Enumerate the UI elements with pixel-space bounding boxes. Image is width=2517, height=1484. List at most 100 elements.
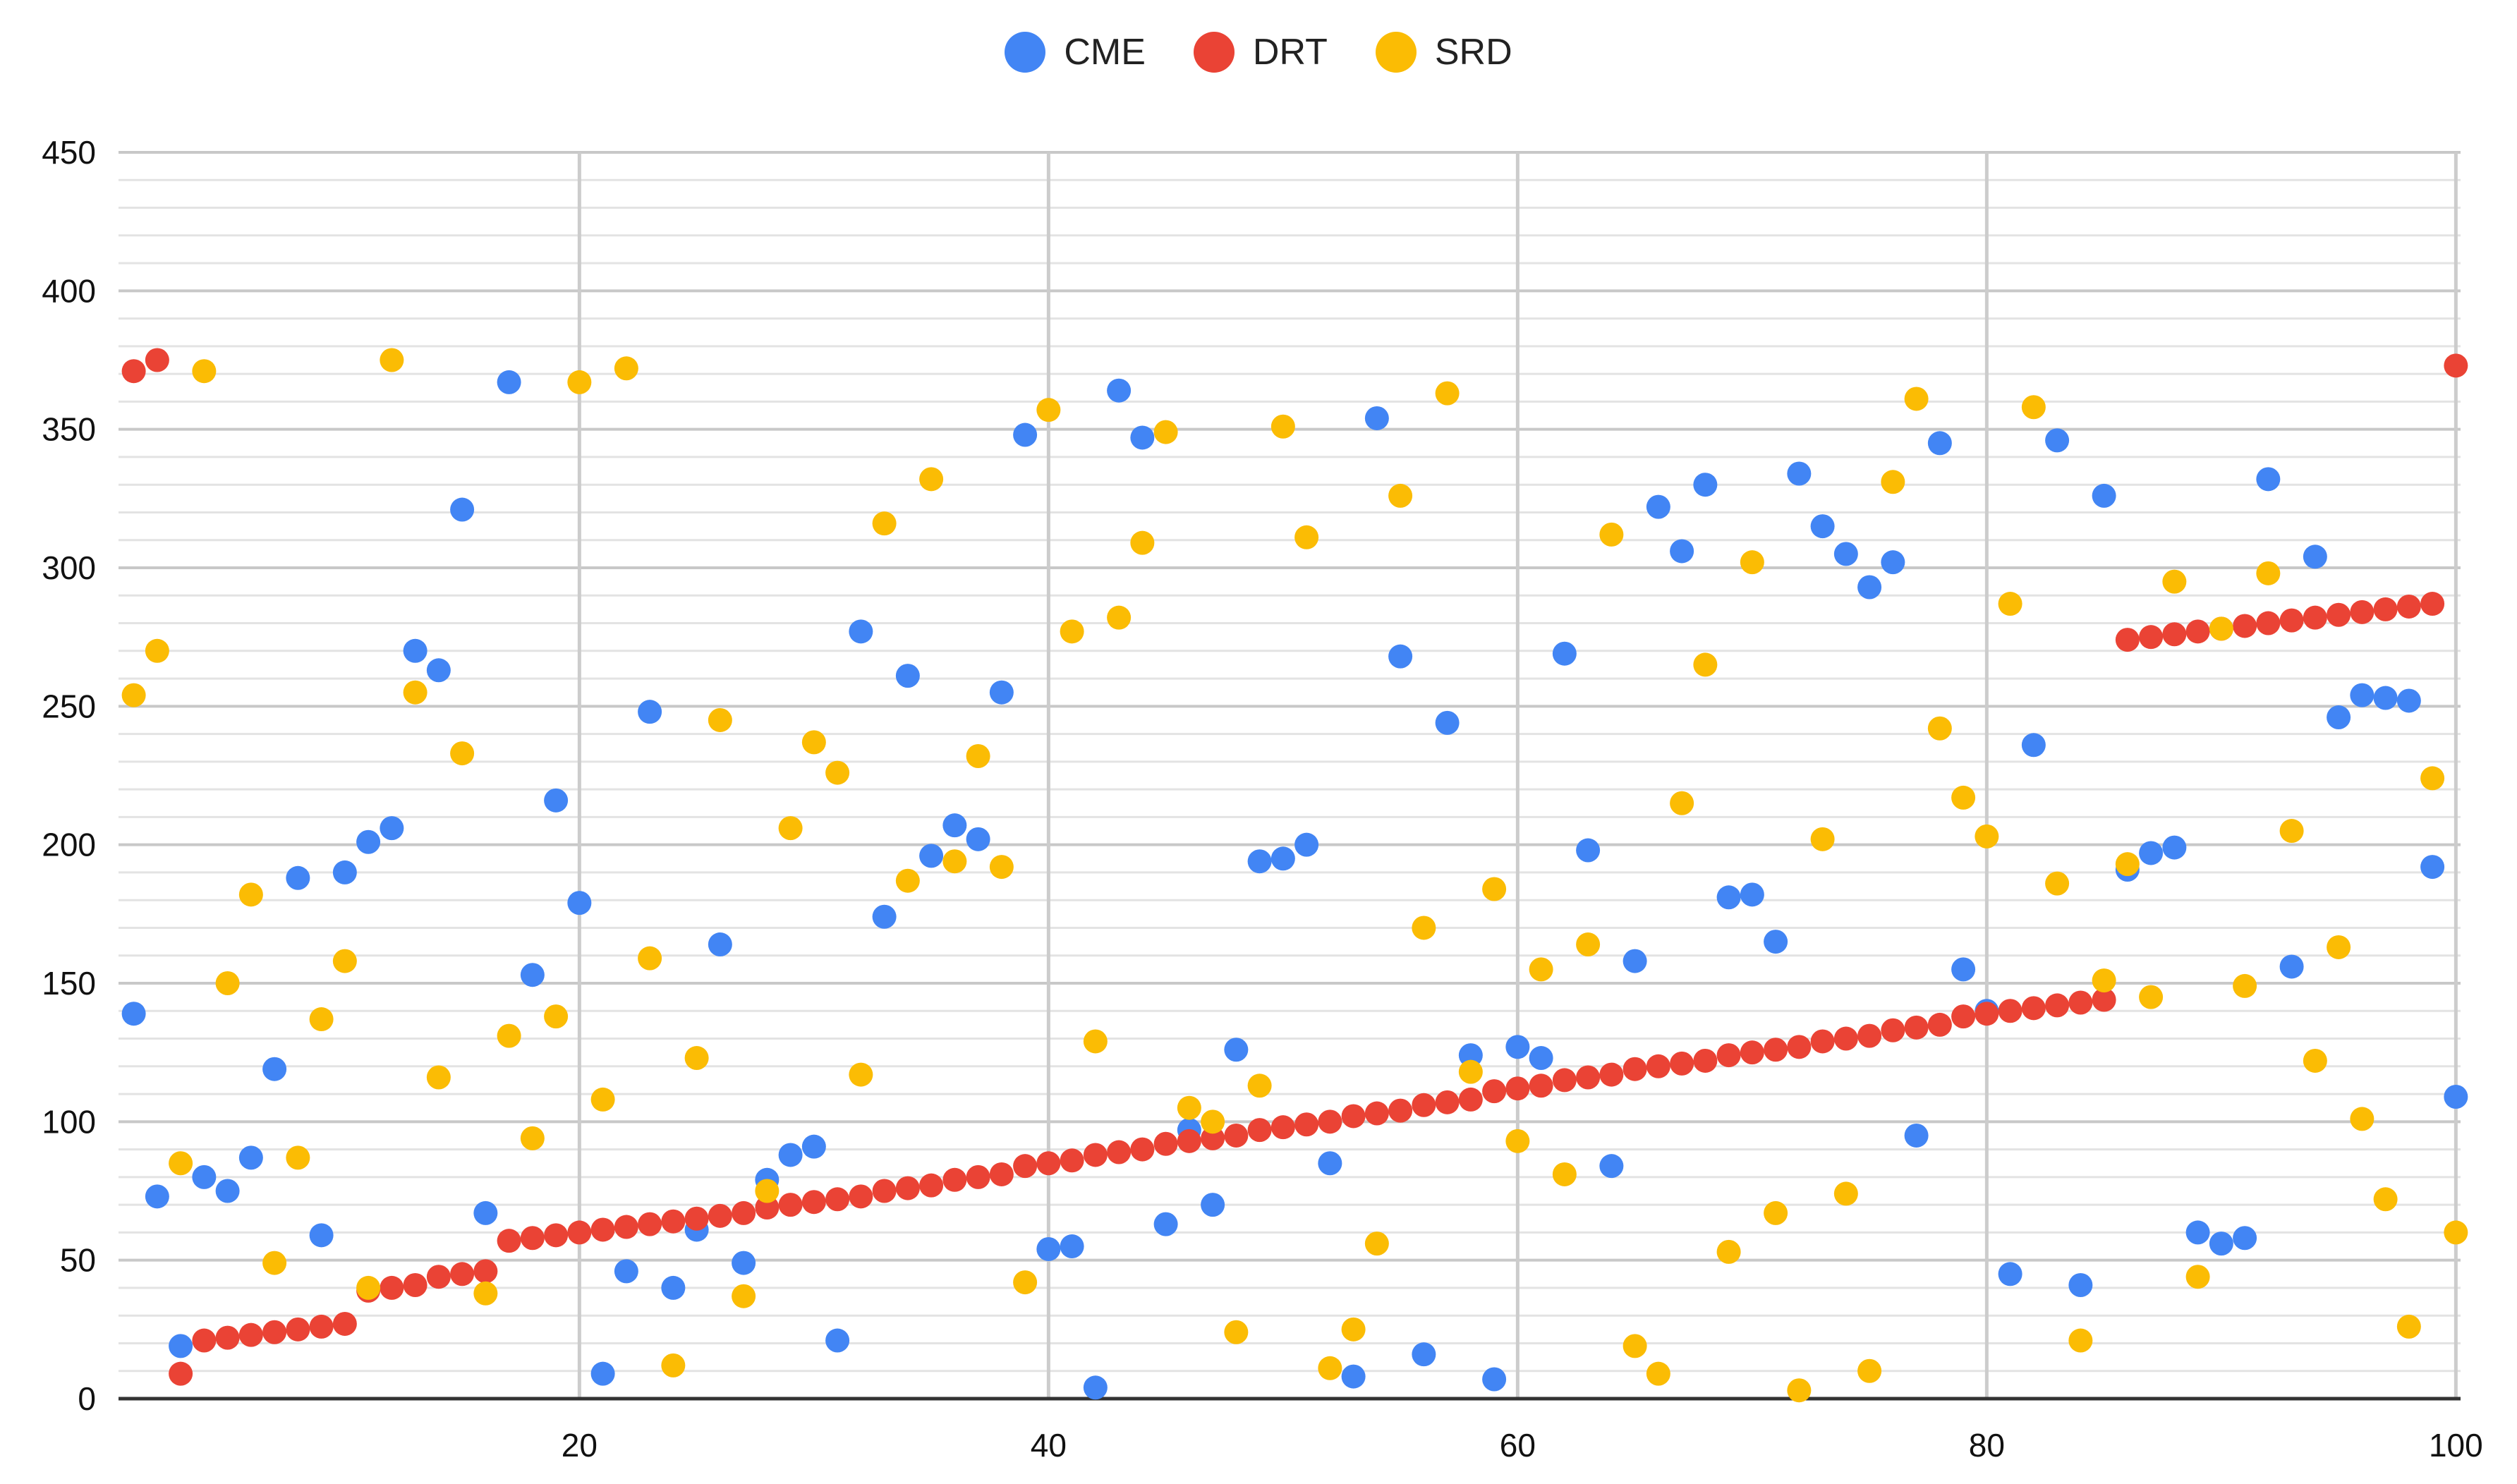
data-point-srd [591,1088,615,1112]
data-point-srd [1646,1362,1670,1386]
data-point-srd [966,744,990,768]
data-point-drt [521,1226,545,1250]
data-point-cme [849,619,873,643]
y-tick-label: 450 [42,134,96,171]
data-point-drt [732,1201,756,1225]
data-point-srd [1999,592,2022,616]
data-point-srd [1740,550,1764,574]
data-point-srd [1857,1359,1881,1383]
data-point-drt [169,1362,193,1386]
data-point-drt [1881,1018,1905,1042]
data-point-srd [2256,561,2280,585]
data-point-cme [1271,846,1295,870]
data-point-drt [1834,1027,1858,1051]
data-point-srd [942,849,966,873]
data-point-cme [1318,1151,1342,1175]
data-point-srd [1154,420,1178,444]
data-point-cme [2045,428,2069,452]
data-point-drt [1412,1093,1436,1117]
y-tick-label: 300 [42,549,96,586]
data-point-cme [1436,711,1460,735]
data-point-cme [216,1179,240,1203]
data-point-drt [473,1259,497,1283]
data-point-srd [544,1004,568,1028]
data-point-srd [216,971,240,995]
data-point-drt [333,1312,357,1336]
data-point-drt [873,1179,897,1203]
data-point-cme [239,1145,263,1169]
data-point-drt [2116,628,2140,652]
data-point-srd [1764,1201,1788,1225]
data-point-cme [1248,849,1272,873]
data-point-srd [2045,872,2069,896]
data-point-cme [450,498,474,522]
data-point-srd [122,683,146,707]
data-point-srd [239,882,263,906]
data-point-drt [286,1318,310,1342]
data-point-drt [1999,999,2022,1023]
data-point-srd [262,1251,286,1275]
data-point-srd [2186,1265,2210,1289]
data-point-cme [1717,885,1741,909]
data-point-drt [1857,1024,1881,1048]
data-point-srd [1623,1334,1647,1358]
data-point-cme [614,1259,638,1283]
data-point-cme [286,866,310,890]
data-point-srd [779,816,803,840]
data-point-srd [1224,1320,1248,1344]
data-point-cme [145,1184,169,1208]
data-point-drt [1388,1099,1412,1123]
data-point-srd [1928,717,1952,741]
data-point-drt [614,1215,638,1239]
data-point-srd [497,1024,521,1048]
data-point-cme [1599,1154,1623,1178]
data-point-srd [708,708,732,732]
data-point-cme [1365,406,1389,430]
data-point-cme [2068,1273,2092,1297]
data-point-srd [1459,1060,1483,1084]
data-point-srd [169,1151,193,1175]
data-point-drt [2256,612,2280,635]
data-point-cme [779,1143,803,1167]
data-point-drt [1036,1151,1060,1175]
data-point-srd [427,1066,451,1090]
data-point-drt [1646,1054,1670,1078]
data-point-cme [1342,1365,1366,1389]
data-point-srd [1670,791,1694,815]
data-point-cme [1999,1262,2022,1286]
data-point-drt [942,1168,966,1192]
series-cme [122,370,2468,1399]
data-point-drt [1670,1052,1694,1076]
data-point-drt [1553,1068,1577,1092]
data-point-srd [1036,398,1060,422]
data-point-srd [2116,852,2140,876]
data-point-drt [896,1176,920,1200]
data-point-cme [1905,1124,1929,1148]
y-tick-label: 200 [42,827,96,863]
data-point-cme [1928,431,1952,455]
data-point-cme [2256,467,2280,491]
data-point-srd [356,1276,380,1300]
data-point-drt [239,1323,263,1347]
x-tick-label: 60 [1500,1427,1536,1464]
data-point-drt [1177,1129,1201,1153]
data-point-srd [1365,1231,1389,1255]
x-tick-label: 40 [1031,1427,1067,1464]
x-tick-label: 100 [2429,1427,2483,1464]
data-point-cme [1084,1375,1108,1399]
data-point-srd [2233,974,2257,998]
data-point-cme [169,1334,193,1358]
data-point-cme [1553,642,1577,666]
data-point-drt [779,1193,803,1217]
data-point-cme [2420,855,2444,879]
data-point-srd [2162,570,2186,594]
data-point-cme [1130,425,1154,449]
tick-labels: 0 50 100 150 200 250 300 350 400 450 20 40 60 80 100 [42,134,2482,1464]
data-point-drt [1459,1088,1483,1112]
data-point-srd [1834,1181,1858,1205]
data-point-drt [450,1262,474,1286]
data-point-drt [1154,1132,1178,1156]
data-point-srd [1060,619,1084,643]
data-point-drt [2350,600,2374,624]
data-point-srd [2327,935,2351,959]
